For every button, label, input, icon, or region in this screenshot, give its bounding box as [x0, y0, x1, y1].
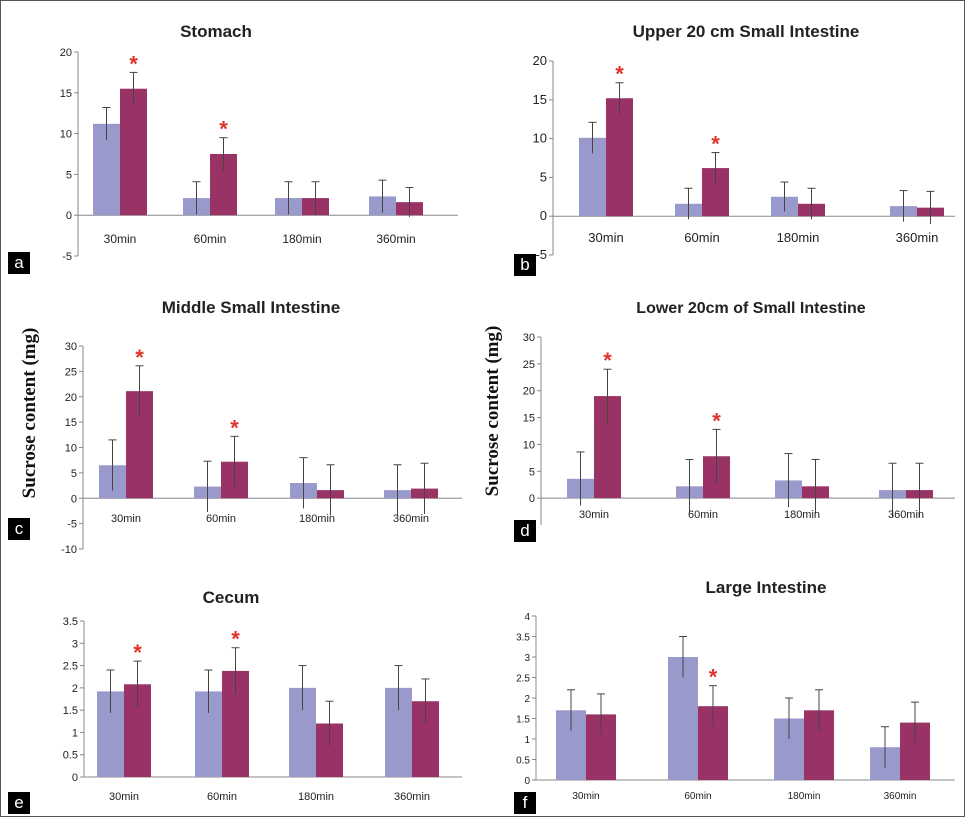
- bar-a-30min-s2: [120, 88, 147, 216]
- y-tick-label-a: 10: [60, 129, 72, 141]
- y-tick-label-a: 5: [66, 169, 72, 181]
- significance-star-f-60min: *: [709, 665, 718, 690]
- y-tick-label-e: 1: [72, 727, 78, 739]
- significance-star-c-60min: *: [230, 415, 239, 440]
- x-tick-label-d-60min: 60min: [688, 509, 718, 521]
- y-tick-label-b: 15: [533, 92, 547, 107]
- y-tick-label-c: 0: [71, 493, 77, 505]
- y-tick-label-e: 0.5: [63, 750, 78, 762]
- x-tick-label-e-60min: 60min: [207, 791, 237, 803]
- y-tick-label-d: 5: [529, 466, 535, 478]
- y-tick-label-b: 20: [533, 53, 547, 68]
- significance-star-b-60min: *: [711, 132, 720, 157]
- x-tick-label-f-30min: 30min: [572, 791, 599, 802]
- y-tick-label-d: 15: [523, 413, 535, 425]
- y-tick-label-e: 2.5: [63, 661, 78, 673]
- y-tick-label-f: 0: [524, 776, 530, 787]
- y-tick-label-c: 30: [65, 341, 77, 353]
- y-tick-label-f: 3: [524, 653, 530, 664]
- y-tick-label-d: 20: [523, 386, 535, 398]
- panel-label-d: d: [514, 520, 536, 542]
- y-tick-label-d: 10: [523, 439, 535, 451]
- panel-label-b: b: [514, 254, 536, 276]
- y-tick-label-d: 25: [523, 359, 535, 371]
- panel-label-f: f: [514, 792, 536, 814]
- y-tick-label-c: 20: [65, 392, 77, 404]
- y-tick-label-f: 2: [524, 694, 530, 705]
- x-tick-label-b-60min: 60min: [684, 230, 719, 245]
- y-tick-label-f: 0.5: [516, 756, 530, 767]
- y-tick-label-f: 2.5: [516, 674, 530, 685]
- y-tick-label-c: 5: [71, 468, 77, 480]
- y-tick-label-b: 5: [540, 169, 547, 184]
- x-tick-label-a-180min: 180min: [282, 232, 321, 246]
- significance-star-a-60min: *: [219, 117, 228, 142]
- significance-star-b-30min: *: [615, 62, 624, 87]
- significance-star-c-30min: *: [135, 345, 144, 370]
- y-tick-label-a: 15: [60, 88, 72, 100]
- x-tick-label-c-30min: 30min: [111, 513, 141, 525]
- x-tick-label-e-360min: 360min: [394, 791, 430, 803]
- y-tick-label-c: 15: [65, 417, 77, 429]
- y-tick-label-c: -10: [61, 544, 77, 556]
- panel-label-e: e: [8, 792, 30, 814]
- chart-title-b: Upper 20 cm Small Intestine: [633, 22, 860, 41]
- significance-star-a-30min: *: [129, 51, 138, 76]
- chart-title-d: Lower 20cm of Small Intestine: [636, 300, 866, 317]
- y-tick-label-d: 30: [523, 332, 535, 344]
- panel-label-a: a: [8, 252, 30, 274]
- x-tick-label-b-30min: 30min: [588, 230, 623, 245]
- chart-title-c: Middle Small Intestine: [162, 298, 341, 317]
- x-tick-label-d-30min: 30min: [579, 509, 609, 521]
- x-tick-label-a-60min: 60min: [194, 232, 227, 246]
- y-tick-label-b: -5: [535, 247, 547, 262]
- significance-star-e-30min: *: [133, 640, 142, 665]
- x-tick-label-d-360min: 360min: [888, 509, 924, 521]
- y-tick-label-a: 0: [66, 210, 72, 222]
- y-tick-label-e: 3: [72, 638, 78, 650]
- x-tick-label-b-180min: 180min: [777, 230, 820, 245]
- y-tick-label-c: -5: [67, 519, 77, 531]
- y-tick-label-e: 2: [72, 683, 78, 695]
- x-tick-label-a-30min: 30min: [104, 232, 137, 246]
- chart-title-e: Cecum: [203, 588, 260, 607]
- x-tick-label-f-360min: 360min: [884, 791, 917, 802]
- y-tick-label-a: 20: [60, 47, 72, 59]
- x-tick-label-d-180min: 180min: [784, 509, 820, 521]
- y-tick-label-f: 3.5: [516, 633, 530, 644]
- y-tick-label-f: 4: [524, 612, 530, 623]
- x-tick-label-c-360min: 360min: [393, 513, 429, 525]
- x-tick-label-e-180min: 180min: [298, 791, 334, 803]
- x-tick-label-c-180min: 180min: [299, 513, 335, 525]
- x-tick-label-f-60min: 60min: [684, 791, 711, 802]
- significance-star-d-60min: *: [712, 408, 721, 433]
- x-tick-label-f-180min: 180min: [788, 791, 821, 802]
- x-tick-label-c-60min: 60min: [206, 513, 236, 525]
- y-tick-label-d: 0: [529, 493, 535, 505]
- y-tick-label-c: 25: [65, 366, 77, 378]
- y-tick-label-a: -5: [62, 251, 72, 263]
- y-tick-label-b: 10: [533, 131, 547, 146]
- y-tick-label-f: 1: [524, 735, 530, 746]
- bar-b-30min-s2: [606, 98, 633, 217]
- x-tick-label-a-360min: 360min: [376, 232, 415, 246]
- significance-star-d-30min: *: [603, 348, 612, 373]
- y-tick-label-e: 0: [72, 772, 78, 784]
- y-tick-label-e: 3.5: [63, 616, 78, 628]
- x-tick-label-e-30min: 30min: [109, 791, 139, 803]
- significance-star-e-60min: *: [231, 627, 240, 652]
- chart-title-f: Large Intestine: [706, 578, 827, 597]
- chart-title-a: Stomach: [180, 22, 252, 41]
- x-tick-label-b-360min: 360min: [896, 230, 939, 245]
- y-tick-label-e: 1.5: [63, 705, 78, 717]
- y-tick-label-b: 0: [540, 208, 547, 223]
- y-tick-label-c: 10: [65, 443, 77, 455]
- panel-label-c: c: [8, 518, 30, 540]
- y-tick-label-f: 1.5: [516, 715, 530, 726]
